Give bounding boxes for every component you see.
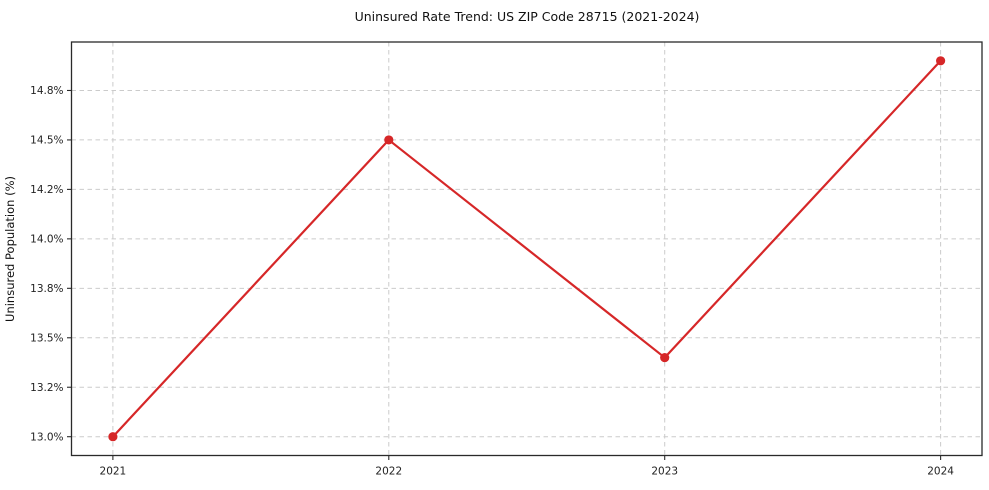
data-point-marker: [108, 432, 118, 442]
plot-border: [70, 41, 983, 457]
y-tick-label: 13.5%: [30, 332, 63, 344]
data-point-marker: [660, 352, 670, 363]
x-tick-label: 2024: [927, 466, 954, 478]
x-tick-label: 2021: [100, 466, 127, 478]
gridlines: [71, 42, 982, 456]
chart-title: Uninsured Rate Trend: US ZIP Code 28715 …: [355, 9, 700, 24]
y-tick-label: 14.0%: [30, 234, 63, 246]
axes: 13.0% 13.2% 13.5% 13.8% 14.0% 14.2% 14.5% 14.8%…: [30, 41, 983, 478]
trend-line: [111, 59, 942, 438]
y-tick-label: 14.8%: [30, 85, 63, 97]
data-point-marker: [384, 135, 394, 145]
y-axis-label: Uninsured Population (%): [3, 176, 17, 322]
trend-series: [108, 56, 946, 442]
y-tick-label: 14.2%: [30, 184, 63, 196]
y-tick-label: 13.8%: [30, 283, 63, 295]
x-tick-label: 2023: [651, 466, 678, 478]
y-tick-label: 14.5%: [30, 135, 63, 147]
data-point-marker: [936, 56, 946, 66]
y-tick-label: 13.0%: [30, 431, 63, 443]
x-tick-label: 2022: [375, 466, 402, 478]
y-tick-label: 13.2%: [30, 382, 63, 394]
